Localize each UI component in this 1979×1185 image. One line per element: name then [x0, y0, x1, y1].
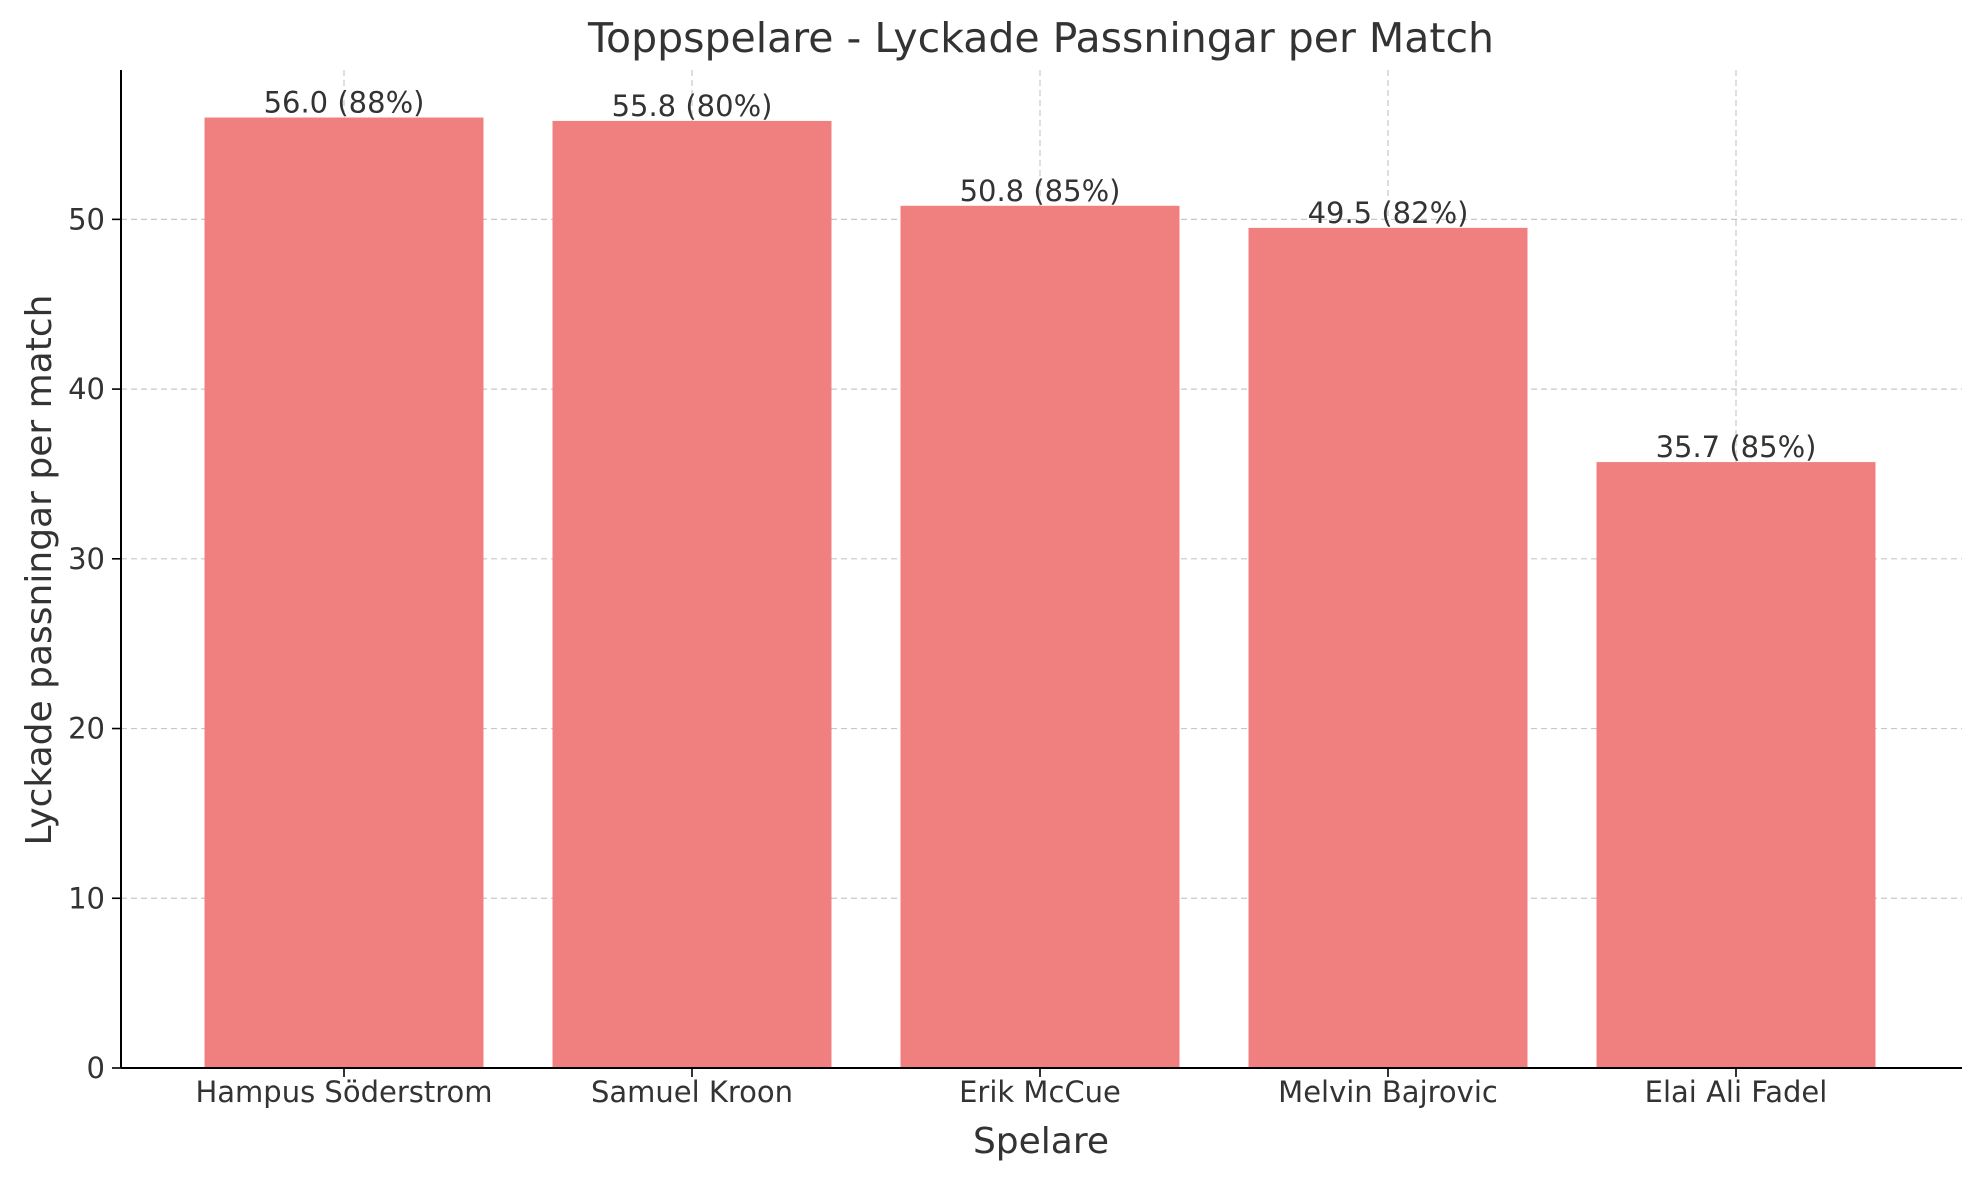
ticks-layer: 0 10 20 30 40 50 Hampus Söderstrom Samuel Kroon…: [68, 202, 1827, 1109]
bar: [900, 205, 1180, 1068]
x-tick-label: Hampus Söderstrom: [195, 1075, 492, 1109]
bar-labels-layer: 56.0 (88%) 55.8 (80%) 50.8 (85%) 49.5 (82%)…: [264, 86, 1817, 465]
bar-value-label: 35.7 (85%): [1656, 430, 1817, 464]
bar-value-label: 49.5 (82%): [1308, 196, 1469, 230]
x-tick-label: Erik McCue: [959, 1075, 1121, 1109]
bar-value-label: 50.8 (85%): [960, 174, 1121, 208]
y-tick-label: 10: [68, 881, 105, 915]
bar: [1596, 462, 1876, 1069]
y-tick-label: 20: [68, 712, 105, 746]
bar-value-label: 55.8 (80%): [612, 89, 773, 123]
bars-layer: [204, 117, 1876, 1069]
y-tick-label: 40: [68, 372, 105, 406]
y-tick-label: 30: [68, 542, 105, 576]
x-tick-label: Samuel Kroon: [591, 1075, 793, 1109]
bar: [1248, 227, 1528, 1069]
chart-title: Toppspelare - Lyckade Passningar per Mat…: [587, 14, 1494, 62]
y-tick-label: 50: [68, 202, 105, 236]
bar: [204, 117, 484, 1069]
bar-value-label: 56.0 (88%): [264, 86, 425, 120]
y-tick-label: 0: [87, 1051, 105, 1085]
bar: [552, 120, 832, 1069]
axes-layer: [120, 70, 1962, 1069]
x-axis-label: Spelare: [973, 1121, 1109, 1162]
x-tick-label: Melvin Bajrovic: [1278, 1075, 1498, 1109]
x-tick-label: Elai Ali Fadel: [1645, 1075, 1828, 1109]
y-axis-label: Lyckade passningar per match: [19, 295, 60, 846]
